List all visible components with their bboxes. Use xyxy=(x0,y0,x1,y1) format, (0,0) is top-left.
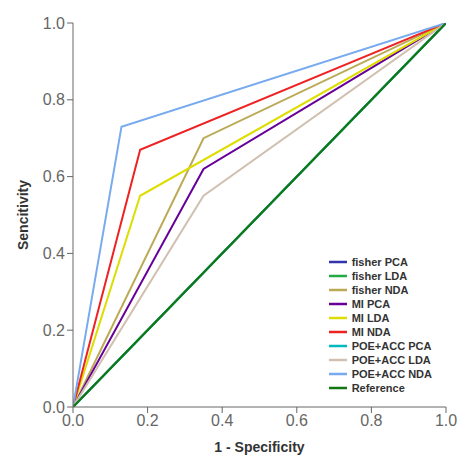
svg-text:Sencitivity: Sencitivity xyxy=(15,180,31,250)
html-text:MI NDA: MI NDA xyxy=(351,326,391,338)
html-text:POE+ACC LDA: POE+ACC LDA xyxy=(351,354,431,366)
html-text:fisher NDA: fisher NDA xyxy=(351,284,409,296)
svg-text:0.0: 0.0 xyxy=(62,412,84,429)
html-text:POE+ACC NDA: POE+ACC NDA xyxy=(351,368,432,380)
html-text:POE+ACC PCA: POE+ACC PCA xyxy=(351,340,432,352)
svg-text:1.0: 1.0 xyxy=(43,15,65,32)
svg-text:0.6: 0.6 xyxy=(43,168,65,185)
svg-text:0.2: 0.2 xyxy=(136,412,158,429)
html-text:MI LDA: MI LDA xyxy=(351,312,390,324)
html-text:MI PCA: MI PCA xyxy=(351,298,391,310)
svg-text:0.6: 0.6 xyxy=(286,412,308,429)
html-text:fisher LDA: fisher LDA xyxy=(351,270,408,282)
svg-text:0.4: 0.4 xyxy=(43,245,65,262)
svg-text:0.8: 0.8 xyxy=(360,412,382,429)
html-text:fisher PCA: fisher PCA xyxy=(351,256,408,268)
svg-text:0.4: 0.4 xyxy=(211,412,233,429)
svg-text:1.0: 1.0 xyxy=(435,412,457,429)
svg-text:0.0: 0.0 xyxy=(43,399,65,416)
svg-text:1 - Specificity: 1 - Specificity xyxy=(214,439,304,455)
svg-text:0.2: 0.2 xyxy=(43,322,65,339)
svg-text:0.8: 0.8 xyxy=(43,91,65,108)
html-text:Reference: Reference xyxy=(351,382,405,394)
